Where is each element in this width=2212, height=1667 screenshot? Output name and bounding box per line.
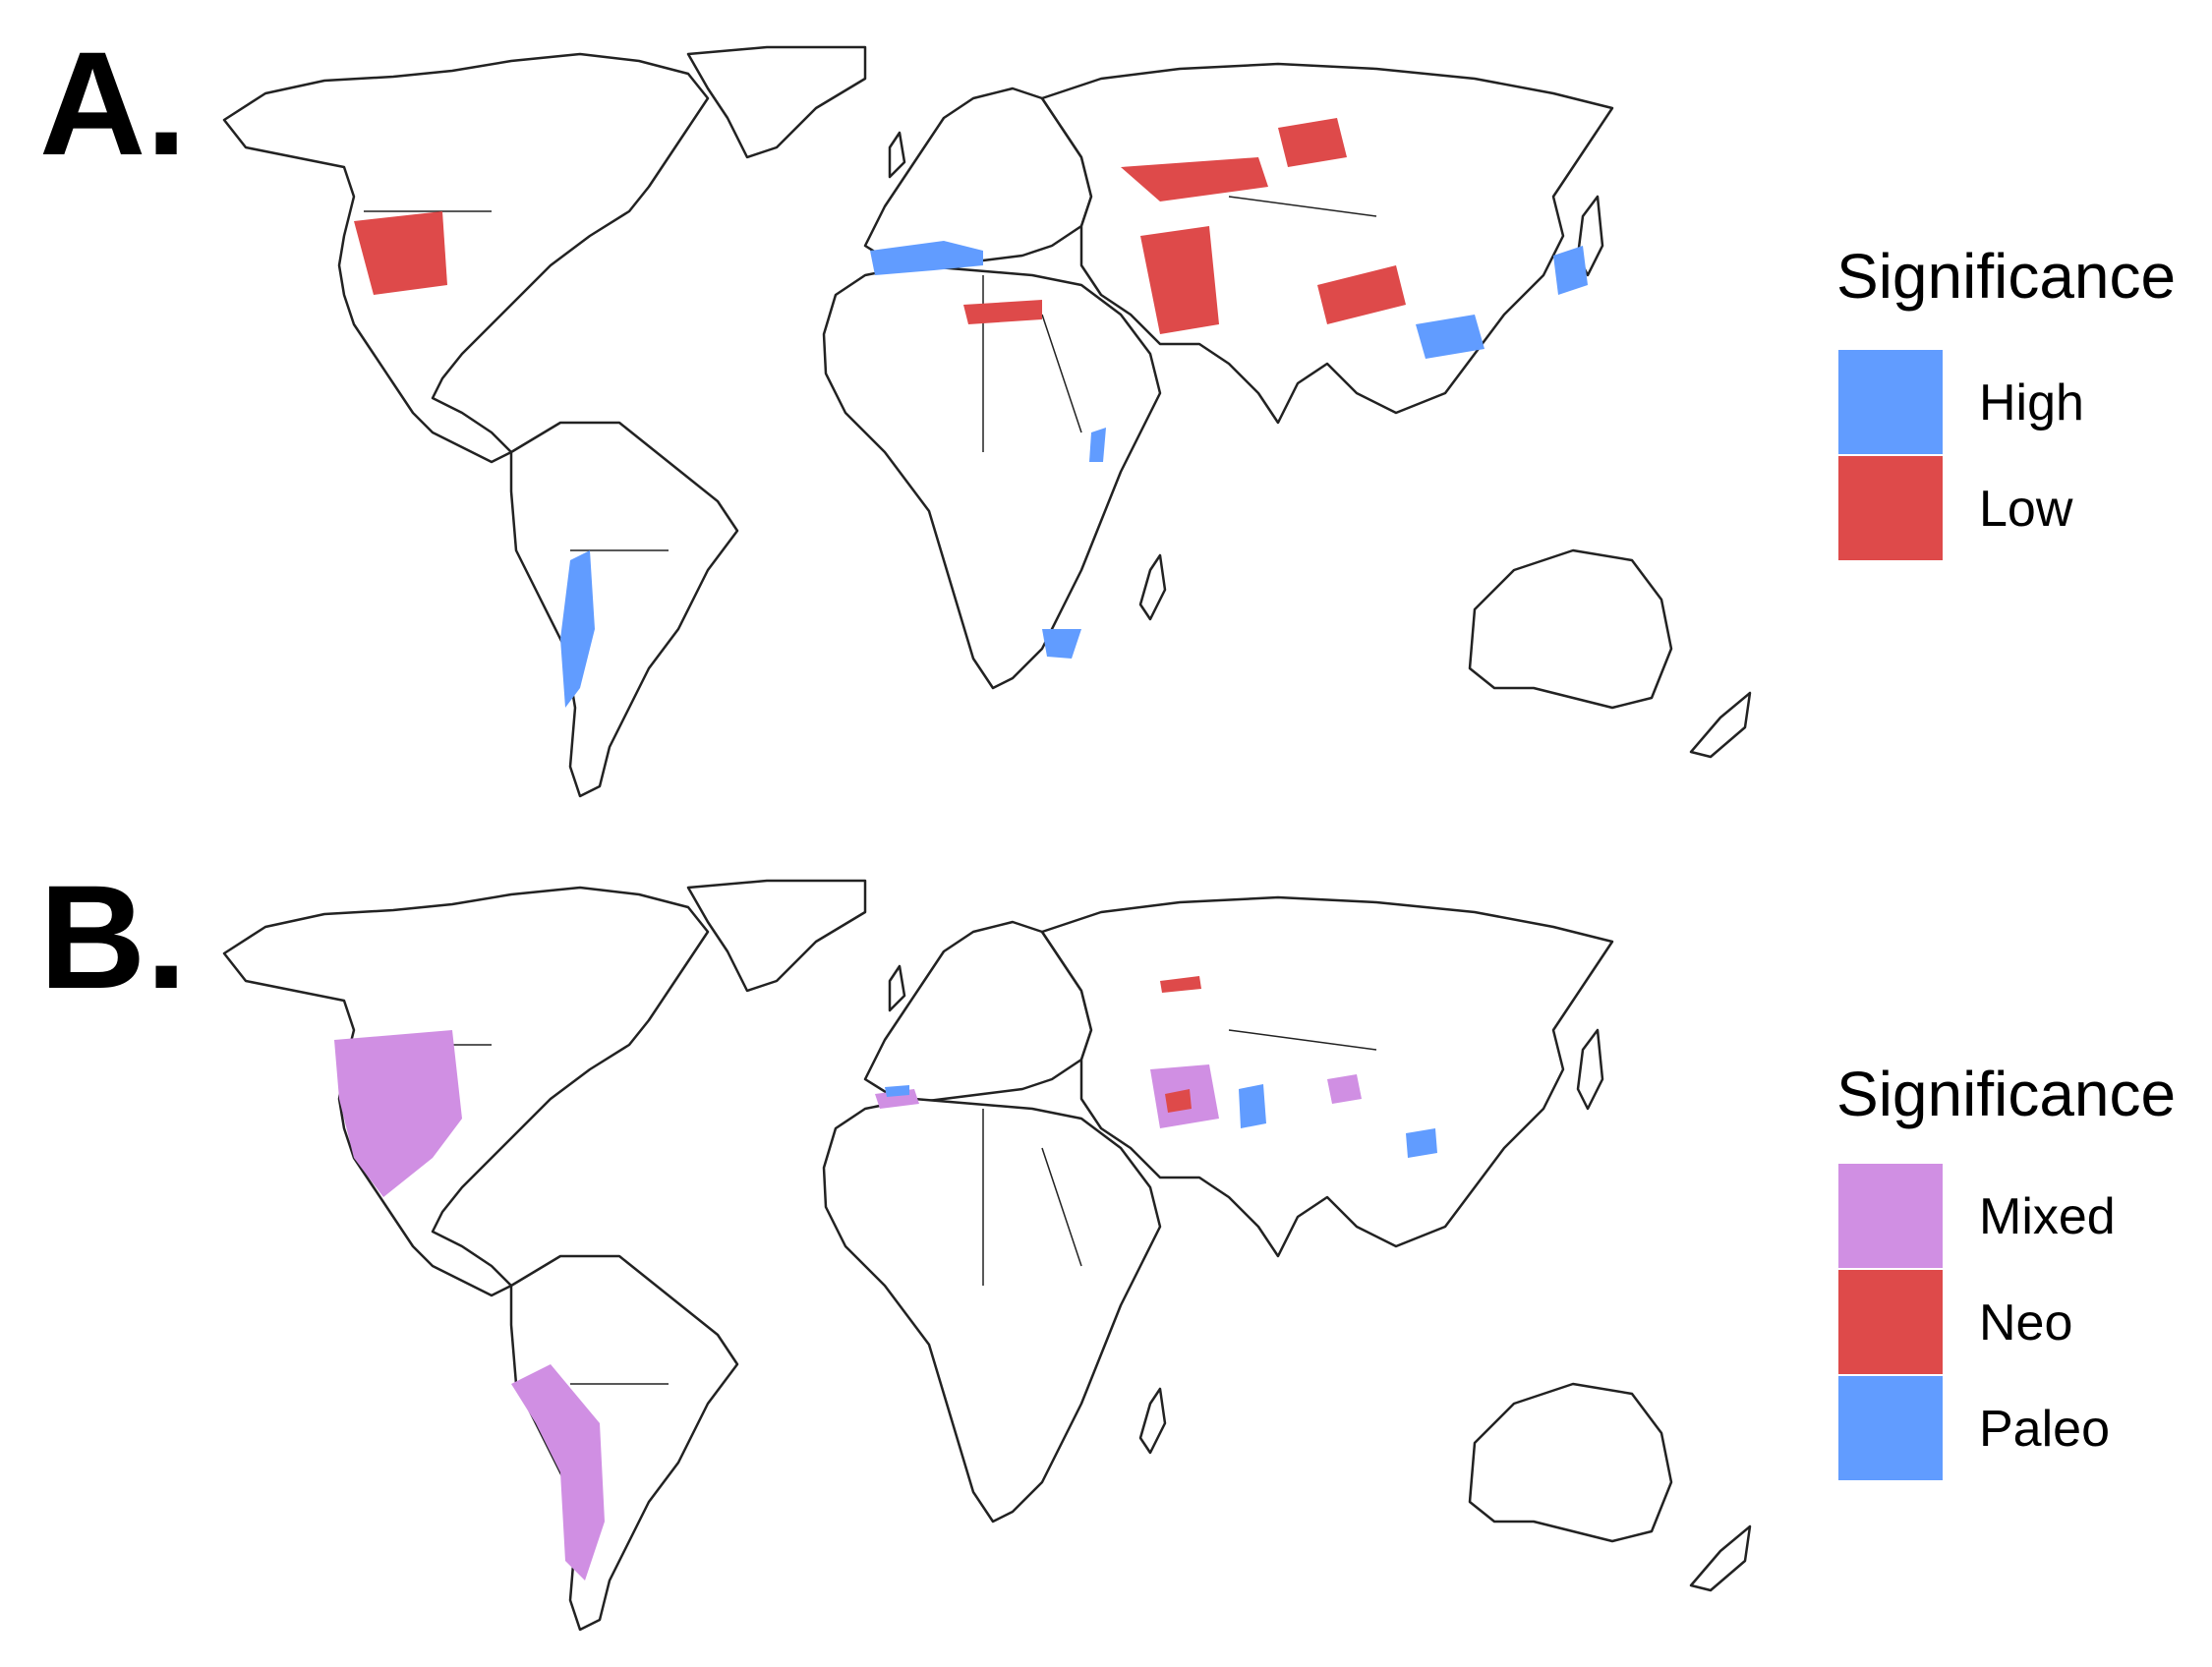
legend-item-high: High	[1836, 350, 2176, 456]
legend-item-mixed: Mixed	[1836, 1164, 2176, 1270]
mixed-regions-b	[334, 1030, 1362, 1581]
legend-label-neo: Neo	[1979, 1294, 2073, 1351]
legend-swatch-paleo	[1838, 1376, 1943, 1480]
low-regions-a	[354, 118, 1406, 334]
legend-label-high: High	[1979, 374, 2084, 431]
legend-label-mixed: Mixed	[1979, 1188, 2116, 1245]
world-map-b	[222, 879, 1752, 1632]
panel-label-a: A.	[39, 21, 187, 186]
world-map-a	[222, 45, 1752, 798]
legend-title-a: Significance	[1836, 241, 2177, 312]
legend-item-neo: Neo	[1836, 1270, 2176, 1376]
paleo-regions-b	[885, 1084, 1437, 1158]
legend-label-low: Low	[1979, 481, 2073, 538]
legend-label-paleo: Paleo	[1979, 1401, 2110, 1458]
legend-a: Significance High Low	[1836, 242, 2176, 562]
legend-b: Significance Mixed Neo Paleo	[1836, 1060, 2176, 1482]
legend-swatch-high	[1838, 350, 1943, 454]
legend-item-paleo: Paleo	[1836, 1376, 2176, 1482]
high-regions-a	[560, 241, 1588, 708]
panel-b: B. Significance Mixed Neo Paleo	[0, 834, 2212, 1667]
panel-a: A. Significance High Low	[39, 21, 2176, 798]
legend-swatch-mixed	[1838, 1164, 1943, 1268]
legend-swatch-low	[1838, 456, 1943, 560]
legend-title-b: Significance	[1836, 1059, 2177, 1129]
neo-regions-b	[1160, 976, 1201, 1113]
panel-label-b: B.	[39, 854, 187, 1019]
legend-item-low: Low	[1836, 456, 2176, 562]
legend-swatch-neo	[1838, 1270, 1943, 1374]
